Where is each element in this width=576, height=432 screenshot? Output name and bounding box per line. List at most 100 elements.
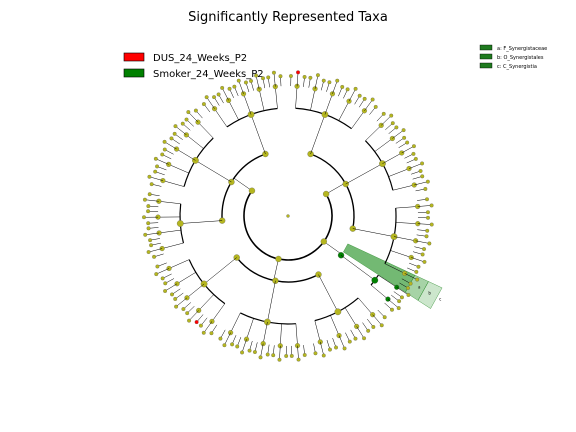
genus-node: [258, 355, 263, 360]
phylum-node: [320, 238, 327, 245]
family-node: [406, 166, 412, 172]
genus-node: [321, 353, 326, 358]
genus-node: [232, 84, 237, 89]
tree-branch-family: [417, 223, 432, 225]
genus-node: [174, 304, 179, 309]
tree-branch-order: [374, 138, 393, 152]
genus-node: [357, 93, 362, 98]
tree-branch-family: [417, 205, 432, 207]
group-legend: DUS_24_Weeks_P2 Smoker_24_Weeks_P2: [123, 52, 264, 80]
tree-branch-order: [162, 180, 185, 187]
genus-node: [198, 323, 203, 328]
genus-node: [390, 307, 394, 312]
genus-node: [162, 139, 167, 144]
tree-branch-order: [338, 101, 350, 121]
tree-branch-order: [395, 222, 418, 224]
tree-branch-family: [145, 232, 160, 236]
tree-branch-family: [392, 129, 404, 139]
genus-node: [394, 125, 399, 130]
genus-node: [370, 97, 375, 102]
genus-node: [411, 151, 416, 156]
tree-branch-order: [246, 318, 254, 340]
tree-branch-family: [255, 75, 260, 90]
tree-branch-family: [221, 87, 229, 101]
genus-node: [193, 108, 198, 113]
tree-branch-family: [175, 297, 188, 307]
genus-node: [254, 73, 259, 78]
genus-node: [204, 95, 209, 100]
legend-label-dus: DUS_24_Weeks_P2: [153, 53, 247, 64]
genus-node: [147, 174, 152, 179]
genus-node: [373, 104, 378, 109]
tree-branch-family: [241, 339, 247, 353]
tree-branch-family: [164, 141, 177, 150]
genus-node: [302, 353, 307, 357]
tree-branch-family: [297, 345, 299, 360]
genus-node: [308, 75, 313, 80]
genus-node: [162, 147, 167, 152]
genus-node: [271, 70, 276, 75]
clade-sector-c: [343, 243, 416, 293]
genus-node: [160, 276, 165, 281]
clade-legend-label-c: c: C_Synergistia: [497, 64, 537, 70]
genus-node: [414, 269, 419, 274]
genus-node: [155, 264, 160, 269]
genus-node: [321, 78, 326, 83]
tree-branch-order: [390, 250, 412, 258]
genus-node: [146, 226, 151, 231]
tree-branch-family: [203, 321, 213, 333]
genus-node: [423, 187, 428, 191]
tree-branch-family: [260, 343, 264, 358]
genus-node: [142, 197, 147, 202]
genus-node: [243, 80, 248, 85]
genus-node: [390, 121, 395, 126]
genus-node: [170, 292, 174, 297]
genus-node: [340, 84, 345, 89]
tree-branch-family: [279, 345, 281, 360]
tree-branch-class: [345, 163, 383, 185]
genus-node: [353, 336, 358, 341]
tree-branch-order: [230, 312, 241, 333]
tree-branch-family: [149, 176, 163, 181]
tree-branch-order: [228, 100, 239, 121]
genus-node: [216, 92, 221, 97]
clade-legend-swatch-b: [479, 53, 493, 60]
tree-branch-family: [332, 80, 338, 94]
clade-marker-a: a: [418, 285, 421, 290]
tree-branch-order: [176, 272, 196, 284]
tree-branch-order: [344, 307, 357, 327]
genus-node: [420, 161, 425, 166]
genus-node: [222, 343, 227, 348]
genus-node: [425, 210, 430, 215]
genus-node: [266, 75, 271, 80]
tree-branch-order: [262, 321, 268, 344]
genus-node: [425, 197, 429, 202]
genus-node: [278, 74, 283, 79]
phylum-node: [275, 255, 282, 263]
tree-branch-family: [175, 125, 187, 136]
tree-branch-family: [372, 314, 382, 326]
tree-branch-order: [198, 294, 214, 311]
genus-node: [220, 85, 225, 90]
genus-node: [415, 277, 420, 282]
tree-branch-family: [273, 72, 276, 87]
tree-branch-class: [340, 255, 375, 281]
clade-marker-c: c: [439, 296, 441, 301]
root-node: [286, 214, 290, 218]
genus-node: [427, 241, 432, 246]
genus-node: [160, 152, 165, 157]
genus-node: [406, 293, 411, 297]
tree-branch-phylum: [325, 182, 346, 195]
genus-node: [149, 182, 154, 187]
genus-node: [335, 78, 340, 83]
genus-node: [218, 336, 223, 341]
tree-branch-order: [159, 229, 181, 234]
clade-legend-swatch-a: [479, 44, 493, 51]
tree-branch-family: [408, 163, 423, 169]
clade-sector-a: [417, 281, 443, 309]
genus-node: [235, 344, 240, 349]
genus-node: [142, 215, 146, 220]
genus-node: [401, 128, 406, 133]
tree-branch-order: [186, 283, 205, 299]
tree-branch-class: [195, 160, 232, 183]
